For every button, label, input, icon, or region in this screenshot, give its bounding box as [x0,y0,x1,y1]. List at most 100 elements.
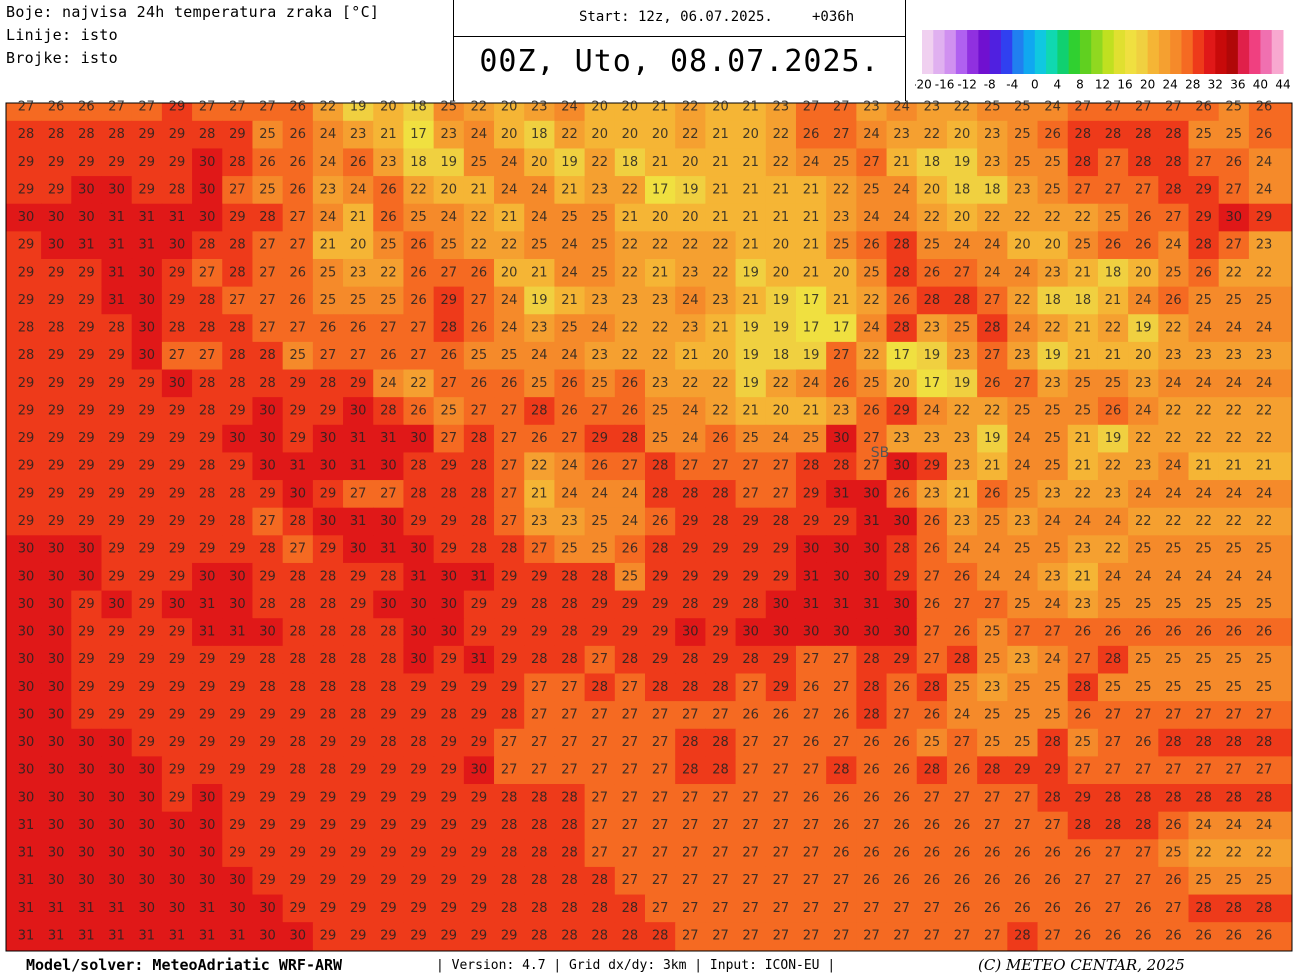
grid-value: 28 [410,486,427,501]
grid-value: 28 [289,680,306,695]
temperature-cell [282,535,314,564]
temperature-cell [373,203,404,232]
grid-value: 20 [682,155,699,170]
grid-value: 29 [108,403,125,418]
grid-value: 29 [350,873,367,888]
grid-value: 26 [924,707,941,722]
grid-value: 27 [863,901,880,916]
grid-value: 28 [199,321,216,336]
colorbar-tick-label: -8 [984,78,996,92]
temperature-cell [41,341,72,371]
grid-value: 26 [924,514,941,529]
grid-value: 29 [712,625,729,640]
temperature-cell [1037,231,1069,260]
grid-value: 29 [18,238,35,253]
grid-value: 29 [320,873,337,888]
temperature-cell [675,286,706,315]
grid-value: 24 [1165,569,1182,584]
grid-value: 20 [1135,265,1152,280]
grid-value: 21 [742,182,759,197]
grid-value: 28 [229,238,246,253]
grid-value: 27 [229,293,246,308]
grid-value: 20 [501,127,518,142]
temperature-cell [946,369,978,398]
temperature-cell [916,203,948,232]
grid-value: 26 [924,818,941,833]
grid-value: 29 [199,707,216,722]
temperature-cell [1188,452,1220,481]
grid-value: 25 [1256,680,1273,695]
temperature-cell [222,535,253,564]
grid-value: 30 [18,652,35,667]
grid-value: 21 [682,348,699,363]
temperature-cell [735,314,767,343]
grid-value: 28 [501,901,518,916]
temperature-cell [282,507,314,536]
temperature-cell [946,176,978,205]
grid-value: 30 [742,625,759,640]
temperature-cell [1158,590,1190,619]
grid-value: 31 [471,652,488,667]
grid-value: 24 [1044,100,1061,115]
grid-value: 28 [380,735,397,750]
temperature-cell [131,535,163,564]
temperature-cell [584,258,616,288]
temperature-cell [705,314,737,343]
grid-value: 28 [1105,818,1122,833]
temperature-cell [584,424,616,453]
temperature-cell [524,176,555,205]
grid-value: 26 [380,182,397,197]
grid-value: 28 [591,901,608,916]
grid-value: 29 [410,707,427,722]
temperature-cell [675,203,706,232]
colorbar-swatch [944,30,957,74]
temperature-cell [1097,120,1129,149]
grid-value: 22 [1226,846,1243,861]
temperature-cell [705,176,737,205]
grid-value: 27 [954,929,971,944]
grid-value: 21 [742,210,759,225]
temperature-cell [524,148,555,177]
grid-value: 29 [712,569,729,584]
grid-value: 28 [259,542,276,557]
temperature-cell [343,176,374,205]
grid-value: 29 [18,265,35,280]
grid-value: 29 [78,597,95,612]
grid-value: 27 [380,486,397,501]
temperature-cell [494,397,525,426]
grid-value: 19 [984,431,1001,446]
temperature-cell [494,369,525,398]
grid-value: 21 [320,238,337,253]
temperature-cell [524,535,555,564]
grid-value: 30 [893,597,910,612]
grid-value: 29 [652,625,669,640]
temperature-cell [131,424,163,453]
temperature-cell [433,535,465,564]
temperature-cell [282,452,314,481]
grid-value: 27 [652,901,669,916]
grid-value: 23 [682,265,699,280]
grid-value: 29 [471,597,488,612]
grid-value: 29 [229,763,246,778]
grid-value: 29 [440,652,457,667]
temperature-cell [463,203,495,232]
temperature-cell [41,148,72,177]
grid-value: 24 [1135,569,1152,584]
grid-value: 26 [954,818,971,833]
temperature-cell [795,314,827,343]
grid-value: 21 [1105,348,1122,363]
grid-value: 27 [169,348,186,363]
grid-value: 30 [259,929,276,944]
grid-value: 26 [410,403,427,418]
grid-value: 23 [924,321,941,336]
temperature-cell [946,258,978,288]
temperature-cell [554,103,586,122]
grid-value: 27 [742,680,759,695]
grid-value: 29 [471,873,488,888]
colorbar-swatch [1079,30,1092,74]
temperature-cell [1037,148,1069,177]
temperature-cell [765,480,797,509]
grid-value: 27 [1226,182,1243,197]
temperature-cell [886,535,918,564]
temperature-cell [1158,120,1190,149]
